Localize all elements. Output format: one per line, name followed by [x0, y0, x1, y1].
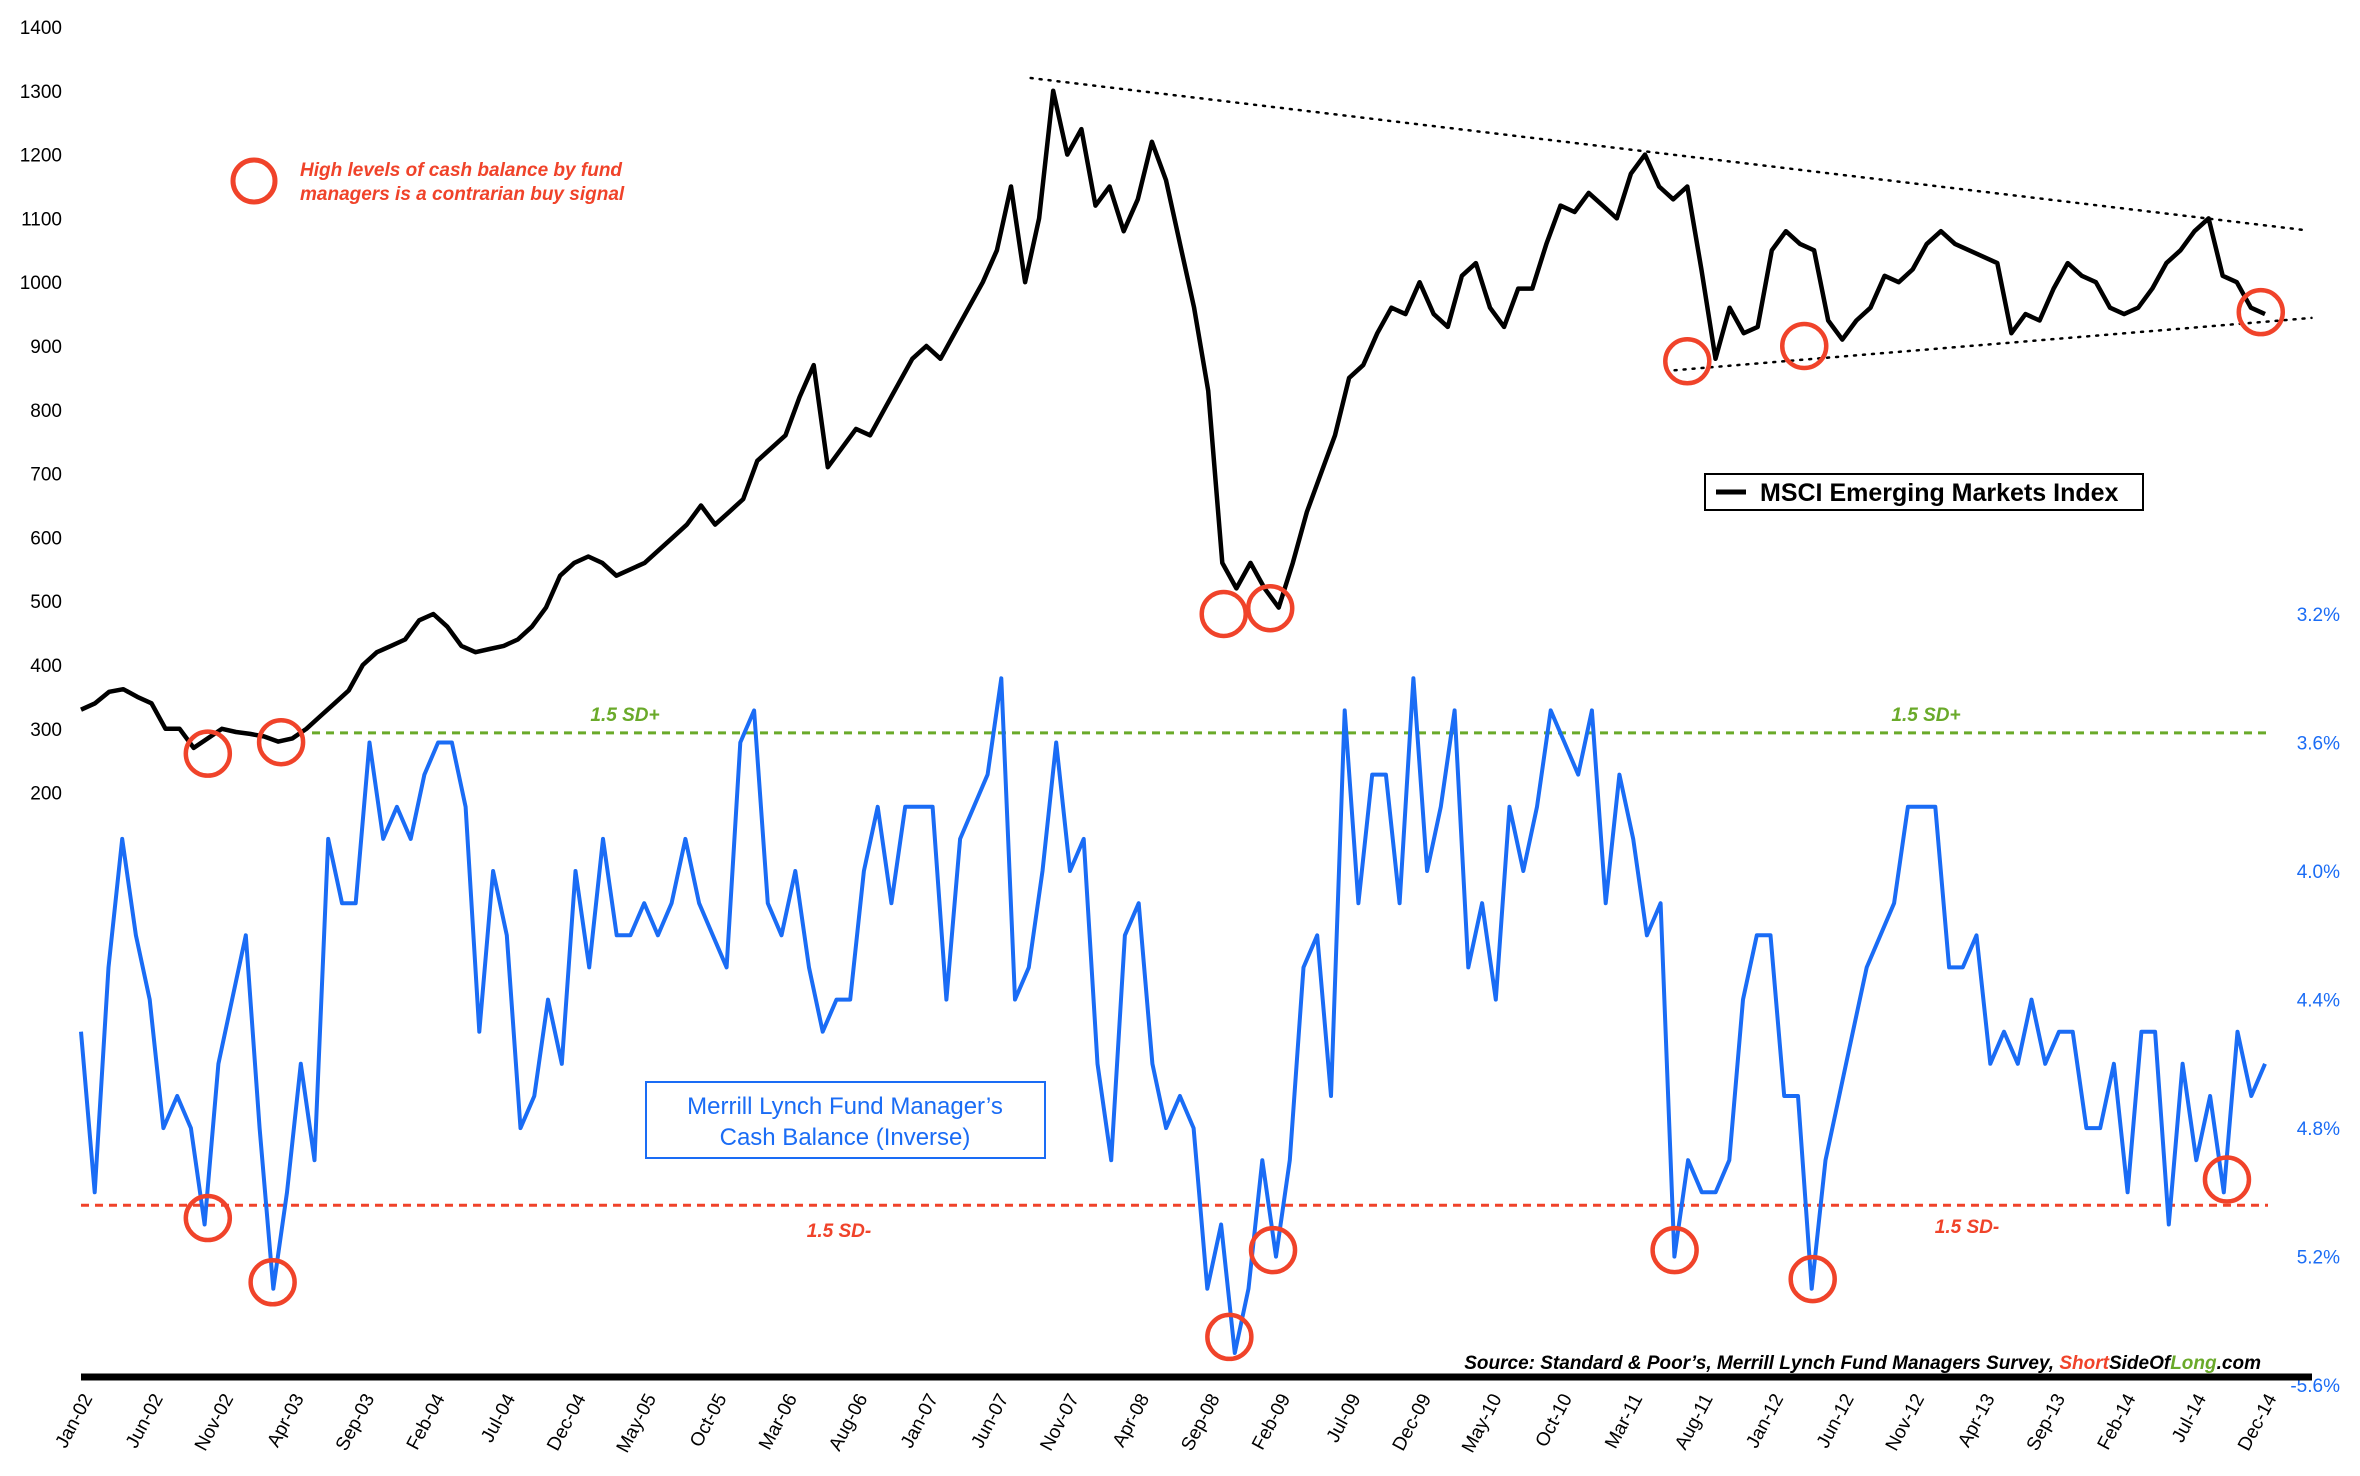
x-tick-label: Apr-13 — [1954, 1390, 1999, 1450]
x-tick-label: Jul-09 — [1323, 1390, 1366, 1446]
cash-signal-circle — [1788, 1254, 1837, 1304]
msci-signal-circle — [183, 729, 233, 778]
right-tick-label: 3.6% — [2297, 734, 2340, 755]
x-tick-label: Jan-02 — [52, 1390, 98, 1451]
reference-lines: 1.5 SD+ 1.5 SD+ 1.5 SD- 1.5 SD- — [81, 705, 2268, 1242]
trendline — [1029, 76, 2305, 232]
cash-legend-line-2: Cash Balance (Inverse) — [720, 1124, 971, 1151]
x-tick-label: Nov-07 — [1036, 1390, 1083, 1454]
cash-legend-line-1: Merrill Lynch Fund Manager’s — [687, 1093, 1003, 1120]
x-tick-label: Dec-09 — [1389, 1390, 1436, 1454]
left-tick-label: 300 — [30, 720, 62, 741]
x-tick-label: Oct-10 — [1532, 1390, 1577, 1450]
x-tick-label: Nov-12 — [1882, 1390, 1929, 1454]
source-suffix: .com — [2217, 1353, 2261, 1374]
reference-line-label: 1.5 SD+ — [1891, 705, 1960, 726]
x-tick-label: Feb-04 — [403, 1390, 450, 1453]
x-tick-label: May-10 — [1458, 1390, 1506, 1456]
source-prefix: Source: Standard & Poor’s, Merrill Lynch… — [1464, 1353, 2059, 1374]
left-tick-label: 900 — [30, 337, 62, 358]
reference-line-label: 1.5 SD+ — [590, 705, 659, 726]
x-tick-label: Jul-14 — [2168, 1390, 2211, 1446]
x-tick-label: Feb-14 — [2094, 1390, 2141, 1453]
x-tick-label: Jun-07 — [967, 1390, 1013, 1451]
left-tick-label: 400 — [30, 656, 62, 677]
msci-legend: MSCI Emerging Markets Index — [1704, 473, 2144, 511]
x-tick-label: Jul-04 — [477, 1390, 520, 1446]
cash-signal-circle — [183, 1193, 233, 1243]
cash-signal-circle — [248, 1258, 297, 1307]
source-note: Source: Standard & Poor’s, Merrill Lynch… — [1464, 1353, 2261, 1374]
annotation-legend: High levels of cash balance by fund mana… — [230, 157, 625, 205]
right-tick-label: 4.0% — [2297, 862, 2340, 883]
x-tick-label: Nov-02 — [191, 1390, 238, 1454]
cash-signal-circle — [1650, 1225, 1699, 1275]
x-tick-label: May-05 — [613, 1390, 661, 1456]
right-tick-label: 3.2% — [2297, 605, 2340, 626]
x-tick-label: Sep-08 — [1177, 1390, 1224, 1454]
reference-line-label: 1.5 SD- — [1935, 1217, 1999, 1238]
x-tick-label: Sep-13 — [2023, 1390, 2070, 1454]
x-tick-label: Jun-12 — [1813, 1390, 1859, 1451]
msci-line — [80, 88, 2266, 751]
left-tick-label: 200 — [30, 784, 62, 805]
x-tick-label: Aug-06 — [825, 1390, 872, 1454]
left-tick-label: 1300 — [20, 82, 62, 103]
left-tick-label: 800 — [30, 401, 62, 422]
x-tick-label: Jan-07 — [897, 1390, 943, 1451]
left-tick-label: 1100 — [21, 209, 62, 230]
left-tick-label: 600 — [30, 528, 62, 549]
x-tick-label: Jun-02 — [122, 1390, 168, 1451]
right-axis: 3.2% 3.6% 4.0% 4.4% 4.8% 5.2% -5.6% — [2290, 605, 2340, 1397]
right-tick-label: -5.6% — [2290, 1376, 2340, 1397]
cash-signal-circle — [1248, 1225, 1298, 1275]
source-brand-sideof: SideOf — [2109, 1353, 2172, 1374]
x-tick-label: Mar-06 — [755, 1390, 802, 1453]
x-tick-label: Jan-12 — [1742, 1390, 1788, 1451]
signal-circle-icon — [230, 157, 278, 205]
msci-signal-circle — [1663, 337, 1712, 386]
x-tick-label: Oct-05 — [686, 1390, 731, 1450]
msci-signal-circle — [2236, 287, 2286, 337]
right-tick-label: 5.2% — [2297, 1248, 2340, 1269]
series — [79, 88, 2267, 1355]
left-tick-label: 500 — [30, 592, 62, 613]
signal-circles — [183, 287, 2286, 1362]
x-tick-label: Dec-14 — [2234, 1390, 2282, 1454]
annotation-line-2: managers is a contrarian buy signal — [300, 184, 625, 205]
x-tick-label: Aug-11 — [1671, 1390, 1718, 1453]
source-brand-short: Short — [2059, 1353, 2109, 1374]
x-tick-label: Feb-09 — [1248, 1390, 1295, 1453]
cash-legend: Merrill Lynch Fund Manager’s Cash Balanc… — [645, 1081, 1046, 1159]
cash-signal-circle — [2202, 1155, 2252, 1204]
left-tick-label: 1400 — [20, 18, 62, 39]
left-axis: 200 300 400 500 600 700 800 900 1000 1100 1200 1300… — [20, 18, 62, 805]
right-tick-label: 4.8% — [2297, 1119, 2340, 1140]
reference-line-label: 1.5 SD- — [807, 1221, 871, 1242]
trendline — [1673, 316, 2313, 372]
cash-signal-circle — [1205, 1312, 1254, 1362]
x-tick-label: Sep-03 — [332, 1390, 379, 1454]
x-tick-label: Dec-04 — [543, 1390, 590, 1454]
trendlines — [1029, 76, 2313, 372]
msci-legend-label: MSCI Emerging Markets Index — [1760, 479, 2119, 507]
cash-balance-line — [79, 676, 2267, 1355]
left-tick-label: 1000 — [20, 273, 62, 294]
x-axis: Jan-02 Jun-02 Nov-02 Apr-03 Sep-03 Feb-04 Jul-… — [52, 1390, 2282, 1456]
msci-signal-circle — [1245, 583, 1295, 633]
msci-signal-circle — [1199, 589, 1248, 639]
msci-signal-circle — [256, 717, 306, 767]
x-tick-label: Apr-08 — [1109, 1390, 1154, 1450]
left-tick-label: 1200 — [20, 146, 62, 167]
x-tick-label: Mar-11 — [1601, 1390, 1647, 1452]
msci-signal-circle — [1779, 321, 1829, 371]
annotation-line-1: High levels of cash balance by fund — [300, 160, 622, 181]
right-tick-label: 4.4% — [2297, 991, 2340, 1012]
x-tick-label: Apr-03 — [263, 1390, 308, 1450]
source-brand-long: Long — [2170, 1353, 2217, 1374]
left-tick-label: 700 — [30, 465, 62, 486]
